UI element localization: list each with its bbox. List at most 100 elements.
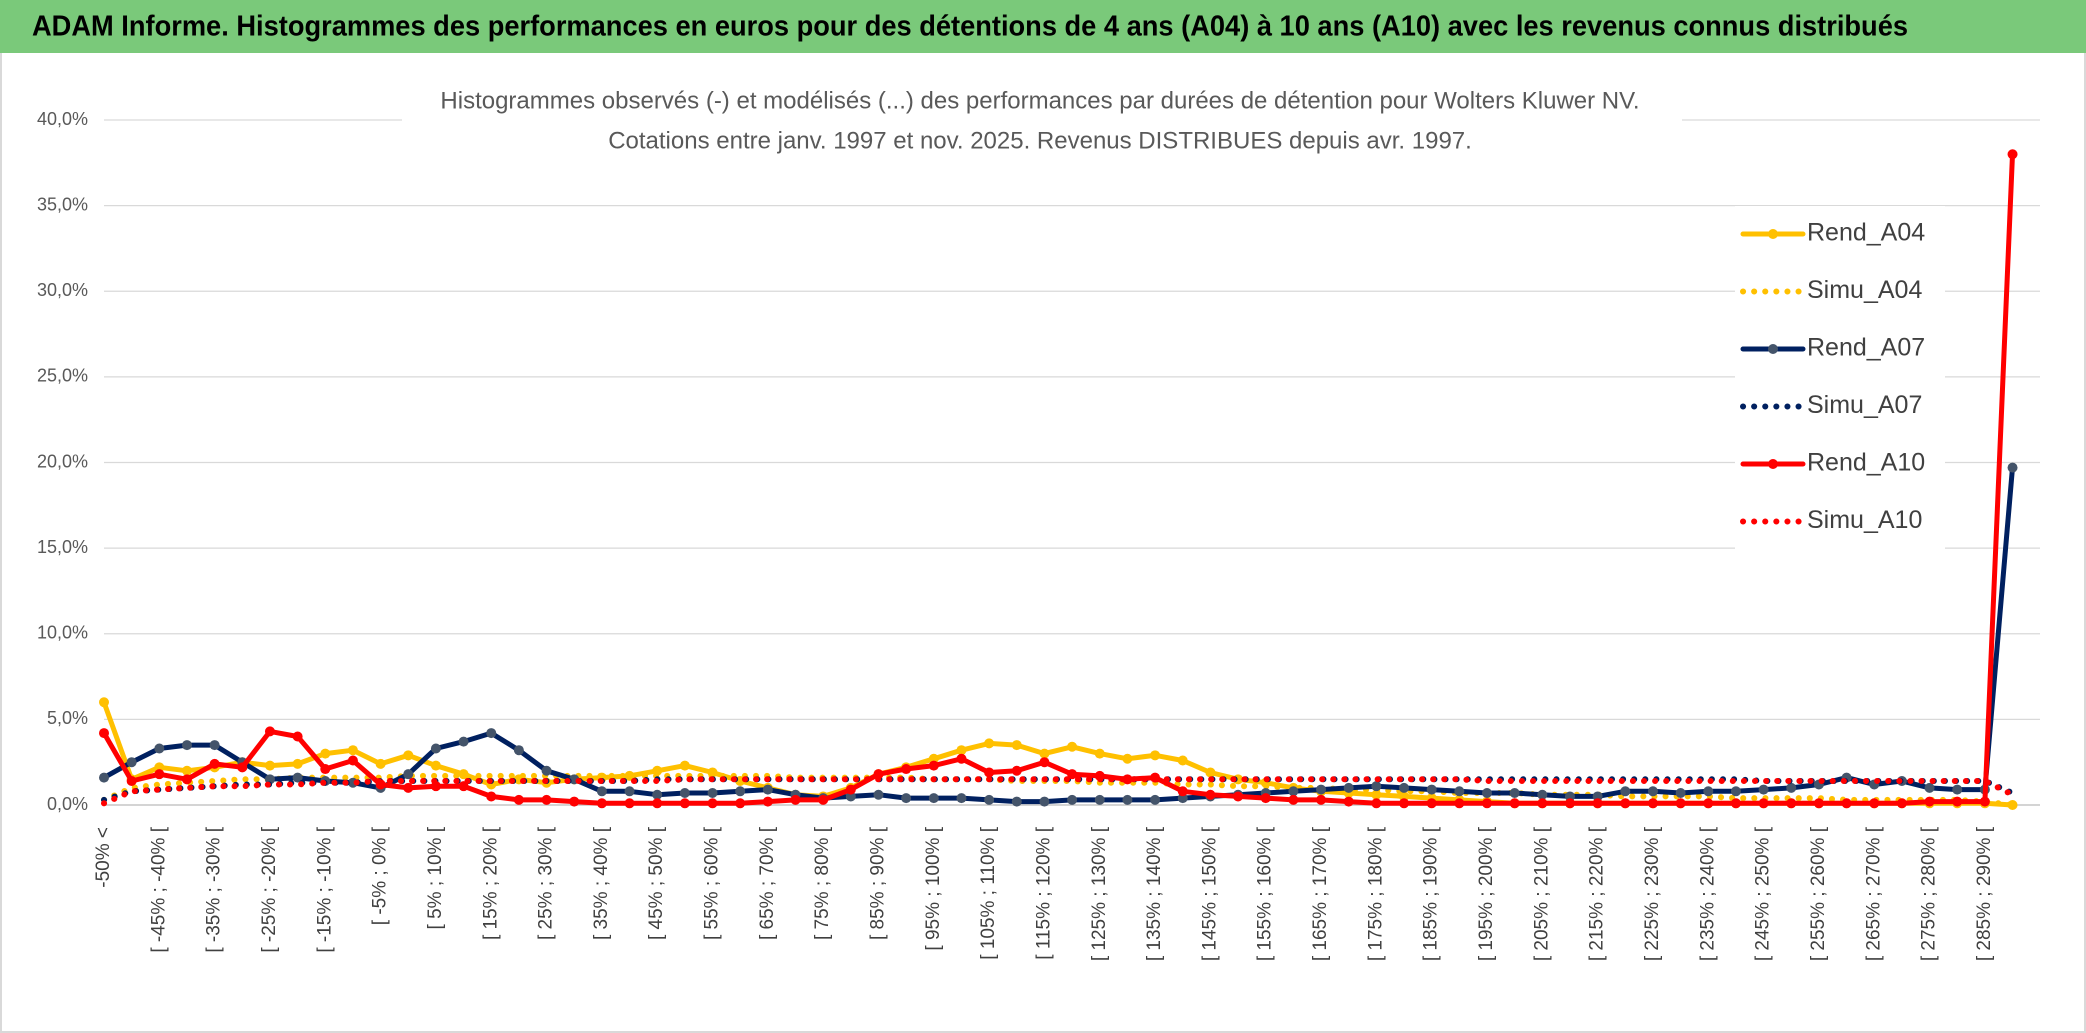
legend-label: Rend_A04 xyxy=(1807,219,1925,247)
marker xyxy=(1786,782,1797,793)
y-tick-label: 15,0% xyxy=(37,537,88,557)
marker xyxy=(513,745,524,756)
marker xyxy=(264,760,275,771)
marker xyxy=(1260,793,1271,804)
marker xyxy=(1454,786,1465,797)
marker xyxy=(1952,796,1963,807)
marker xyxy=(1371,789,1382,800)
marker xyxy=(1730,786,1741,797)
marker xyxy=(1924,782,1935,793)
marker xyxy=(1039,757,1050,768)
marker xyxy=(181,774,192,785)
x-tick-label: [ 255% ; 260% [ xyxy=(1808,826,1829,961)
legend-label: Rend_A07 xyxy=(1807,334,1925,362)
marker xyxy=(1205,767,1216,778)
marker xyxy=(1509,798,1520,809)
marker xyxy=(1316,794,1327,805)
marker xyxy=(320,748,331,759)
marker xyxy=(264,726,275,737)
marker xyxy=(1343,796,1354,807)
marker xyxy=(1620,798,1631,809)
series-line xyxy=(101,465,2015,805)
marker xyxy=(99,772,109,783)
marker xyxy=(1869,798,1880,809)
marker xyxy=(679,760,690,771)
x-tick-label: [ 5% ; 10% [ xyxy=(425,826,446,929)
marker xyxy=(1011,765,1022,776)
marker xyxy=(901,764,912,775)
marker xyxy=(1233,791,1244,802)
x-tick-label: [ 135% ; 140% [ xyxy=(1144,826,1165,961)
marker xyxy=(790,794,801,805)
marker xyxy=(1177,786,1188,797)
x-tick-label: [ 65% ; 70% [ xyxy=(757,826,778,940)
marker xyxy=(1067,794,1078,805)
marker xyxy=(1067,769,1078,780)
header-bar xyxy=(0,0,2086,53)
x-tick-label: [ 125% ; 130% [ xyxy=(1089,826,1110,961)
x-tick-label: [ 165% ; 170% [ xyxy=(1310,826,1331,961)
x-tick-label: [ 145% ; 150% [ xyxy=(1199,826,1220,961)
marker xyxy=(513,794,524,805)
marker xyxy=(181,740,192,751)
marker xyxy=(1011,796,1022,807)
marker xyxy=(1537,789,1548,800)
x-tick-label: [ 225% ; 230% [ xyxy=(1642,826,1663,961)
marker xyxy=(596,798,607,809)
marker xyxy=(1371,798,1382,809)
marker xyxy=(928,793,939,804)
x-tick-label: [ 85% ; 90% [ xyxy=(867,826,888,940)
x-tick-label: [ 215% ; 220% [ xyxy=(1587,826,1608,961)
marker xyxy=(1537,798,1548,809)
marker xyxy=(845,784,856,795)
marker xyxy=(956,753,967,764)
x-tick-label: [ 265% ; 270% [ xyxy=(1863,826,1884,961)
x-tick-label: [ 235% ; 240% [ xyxy=(1697,826,1718,961)
marker xyxy=(1122,753,1133,764)
legend-marker xyxy=(1768,344,1778,354)
marker xyxy=(181,765,192,776)
marker xyxy=(1703,786,1714,797)
x-tick-label: [ 155% ; 160% [ xyxy=(1255,826,1276,961)
marker xyxy=(1813,798,1824,809)
x-tick-label: [ 95% ; 100% [ xyxy=(923,826,944,950)
marker xyxy=(458,781,469,792)
x-tick-label: [ 25% ; 30% [ xyxy=(536,826,557,940)
marker xyxy=(2007,462,2018,473)
marker xyxy=(707,788,718,799)
marker xyxy=(762,796,773,807)
marker xyxy=(624,798,635,809)
marker xyxy=(1509,788,1520,799)
marker xyxy=(126,776,137,787)
marker xyxy=(209,758,220,769)
marker xyxy=(1150,794,1161,805)
y-tick-label: 30,0% xyxy=(37,280,88,300)
x-tick-label: [ 35% ; 40% [ xyxy=(591,826,612,940)
marker xyxy=(1675,788,1686,799)
x-tick-label: [ 185% ; 190% [ xyxy=(1421,826,1442,961)
marker xyxy=(901,793,912,804)
x-tick-label: [ 195% ; 200% [ xyxy=(1476,826,1497,961)
marker xyxy=(1316,784,1327,795)
marker xyxy=(762,784,773,795)
marker xyxy=(375,758,386,769)
marker xyxy=(154,769,165,780)
marker xyxy=(1758,798,1769,809)
x-tick-label: [ 205% ; 210% [ xyxy=(1531,826,1552,961)
marker xyxy=(126,757,137,768)
marker xyxy=(984,794,995,805)
marker xyxy=(430,743,441,754)
marker xyxy=(1011,740,1022,751)
x-tick-label: [ 45% ; 50% [ xyxy=(646,826,667,940)
x-tick-label: [ 245% ; 250% [ xyxy=(1753,826,1774,961)
x-tick-label: [ 55% ; 60% [ xyxy=(702,826,723,940)
marker xyxy=(845,791,856,802)
x-tick-label: [ -45% ; -40% [ xyxy=(148,826,169,952)
header: ADAM Informe. Histogrammes des performan… xyxy=(32,11,1908,43)
marker xyxy=(624,770,635,781)
marker xyxy=(707,798,718,809)
marker xyxy=(1730,798,1741,809)
marker xyxy=(1896,798,1907,809)
marker xyxy=(541,765,552,776)
marker xyxy=(569,796,580,807)
